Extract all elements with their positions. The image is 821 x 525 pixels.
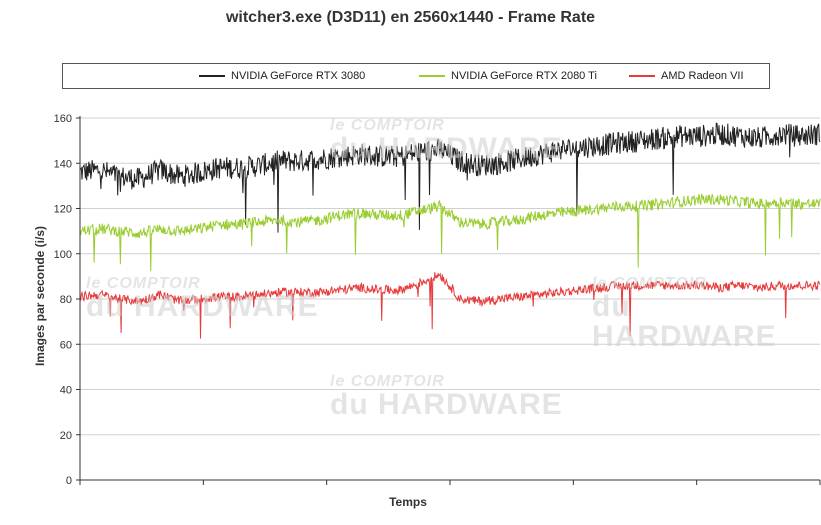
series-line-1: [79, 193, 821, 272]
y-axis-label: Images par seconde (i/s): [33, 226, 47, 366]
y-tick-label: 20: [60, 430, 72, 442]
y-tick-label: 0: [66, 475, 72, 487]
legend-label-rtx3080: NVIDIA GeForce RTX 3080: [231, 70, 366, 82]
legend-swatch-rtx2080ti: [419, 75, 445, 77]
legend-item-rtx3080: NVIDIA GeForce RTX 3080: [199, 70, 365, 82]
legend-label-rtx2080ti: NVIDIA GeForce RTX 2080 Ti: [451, 70, 597, 82]
x-axis-label: Temps: [389, 495, 427, 509]
chart-legend: NVIDIA GeForce RTX 3080 NVIDIA GeForce R…: [62, 63, 770, 89]
chart-title: witcher3.exe (D3D11) en 2560x1440 - Fram…: [225, 9, 596, 26]
legend-swatch-rtx3080: [199, 75, 225, 77]
y-tick-label: 140: [54, 158, 72, 170]
legend-label-radeonvii: AMD Radeon VII: [661, 70, 744, 82]
y-tick-label: 40: [60, 385, 72, 397]
series-line-0: [79, 122, 821, 233]
legend-item-radeonvii: AMD Radeon VII: [629, 70, 744, 82]
legend-swatch-radeonvii: [629, 75, 655, 77]
y-tick-label: 80: [60, 294, 72, 306]
y-tick-label: 100: [54, 249, 72, 261]
x-axis-ticks: [79, 480, 821, 485]
y-tick-label: 120: [54, 204, 72, 216]
y-tick-label: 60: [60, 339, 72, 351]
y-tick-label: 160: [54, 113, 72, 125]
series-lines: [79, 122, 821, 339]
legend-item-rtx2080ti: NVIDIA GeForce RTX 2080 Ti: [419, 70, 597, 82]
y-axis-ticks: 0 20 40 60 80 100 120 140 160: [54, 113, 80, 487]
series-line-2: [79, 272, 821, 339]
